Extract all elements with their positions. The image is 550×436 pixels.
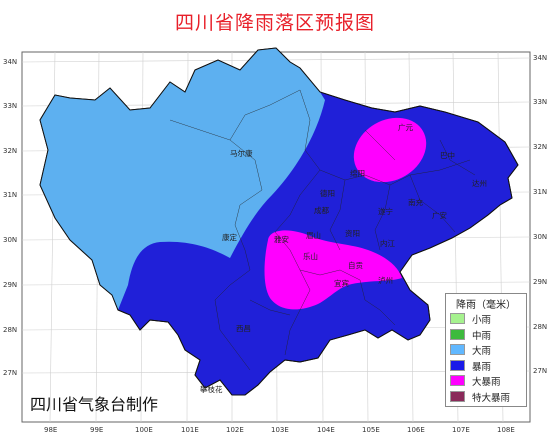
legend-item: 中雨 [446, 327, 526, 343]
city-label-kangding: 康定 [222, 232, 237, 242]
legend-title: 降雨（毫米） [456, 300, 516, 311]
legend-label: 暴雨 [472, 361, 492, 373]
legend-label: 大暴雨 [472, 377, 501, 388]
legend-swatch [450, 328, 465, 340]
tick-label: 101E [181, 426, 199, 434]
tick-label: 100E [135, 426, 153, 434]
city-label-maerkang: 马尔康 [230, 148, 253, 158]
legend-swatch [450, 390, 465, 402]
tick-label: 32N [3, 147, 17, 155]
tick-label: 105E [362, 426, 380, 434]
tick-label: 98E [44, 426, 57, 434]
map-legend: 降雨（毫米） 小雨 中雨 大雨 暴雨 大暴雨 特大暴雨 [445, 293, 527, 407]
legend-swatch [450, 344, 465, 355]
city-label-leshan: 乐山 [303, 251, 318, 261]
legend-item: 特大暴雨 [446, 389, 526, 405]
city-label-deyang: 德阳 [320, 188, 335, 198]
credit-text: 四川省气象台制作 [30, 395, 159, 414]
tick-label: 30N [533, 233, 547, 241]
province-border [39, 47, 519, 396]
tick-label: 31N [533, 188, 547, 196]
city-label-chengdu: 成都 [314, 205, 329, 215]
city-label-meishan: 眉山 [306, 230, 321, 240]
tick-label: 99E [90, 426, 103, 434]
legend-swatch [450, 375, 465, 386]
legend-label: 大雨 [472, 346, 492, 357]
city-label-mianyang: 绵阳 [350, 168, 365, 178]
legend-item: 小雨 [446, 311, 526, 327]
city-label-guangyuan: 广元 [398, 122, 413, 132]
city-label-nanchong: 南充 [408, 197, 423, 207]
city-label-neijiang: 内江 [380, 238, 395, 248]
legend-item: 大雨 [446, 342, 526, 358]
prefecture-borders [169, 89, 476, 371]
legend-item: 大暴雨 [446, 373, 526, 389]
lon-axis-bottom: 98E 99E 100E 101E 102E 103E 104E 105E 10… [44, 426, 515, 434]
tick-label: 29N [3, 281, 17, 289]
city-label-yaan: 雅安 [274, 234, 289, 244]
city-label-bazhong: 巴中 [440, 150, 455, 160]
legend-label: 特大暴雨 [472, 392, 511, 404]
tick-label: 34N [533, 54, 547, 62]
tick-label: 30N [3, 236, 17, 244]
legend-swatch [450, 313, 465, 324]
city-label-luzhou: 泸州 [378, 275, 393, 285]
severe-rainstorm-northeast [353, 117, 427, 183]
city-label-suining: 遂宁 [378, 206, 393, 216]
legend-swatch [450, 359, 465, 371]
city-label-zigong: 自贡 [348, 260, 363, 270]
city-label-panzhihua: 攀枝花 [200, 384, 223, 394]
tick-label: 102E [226, 426, 244, 434]
tick-label: 29N [533, 278, 547, 286]
lat-axis-left: 34N 33N 32N 31N 30N 29N 28N 27N [3, 58, 17, 377]
city-label-guangan: 广安 [432, 210, 447, 220]
tick-label: 107E [452, 426, 470, 434]
city-labels: 马尔康 康定 广元 巴中 绵阳 达州 德阳 南充 成都 遂宁 广安 雅安 眉山 … [200, 122, 487, 394]
city-label-xichang: 西昌 [236, 324, 251, 333]
tick-label: 33N [3, 102, 17, 110]
tick-label: 27N [3, 369, 17, 377]
city-label-yibin: 宜宾 [334, 278, 349, 288]
legend-label: 中雨 [472, 330, 492, 342]
city-label-ziyang: 资阳 [345, 228, 360, 238]
tick-label: 27N [533, 367, 547, 375]
tick-label: 34N [3, 58, 17, 66]
legend-item: 暴雨 [446, 358, 526, 374]
tick-label: 106E [407, 426, 425, 434]
map-title: 四川省降雨落区预报图 [174, 12, 375, 34]
tick-label: 33N [533, 98, 547, 106]
city-label-dazhou: 达州 [472, 178, 487, 188]
tick-label: 28N [3, 326, 17, 334]
tick-label: 28N [533, 323, 547, 331]
tick-label: 103E [271, 426, 289, 434]
tick-label: 108E [497, 426, 515, 434]
legend-label: 小雨 [472, 315, 492, 326]
heavy-rain-region [40, 48, 325, 310]
severe-rainstorm-central [264, 230, 402, 310]
tick-label: 32N [533, 143, 547, 151]
tick-label: 104E [317, 426, 335, 434]
lat-axis-right: 34N 33N 32N 31N 30N 29N 28N 27N [533, 54, 547, 375]
tick-label: 31N [3, 191, 17, 199]
